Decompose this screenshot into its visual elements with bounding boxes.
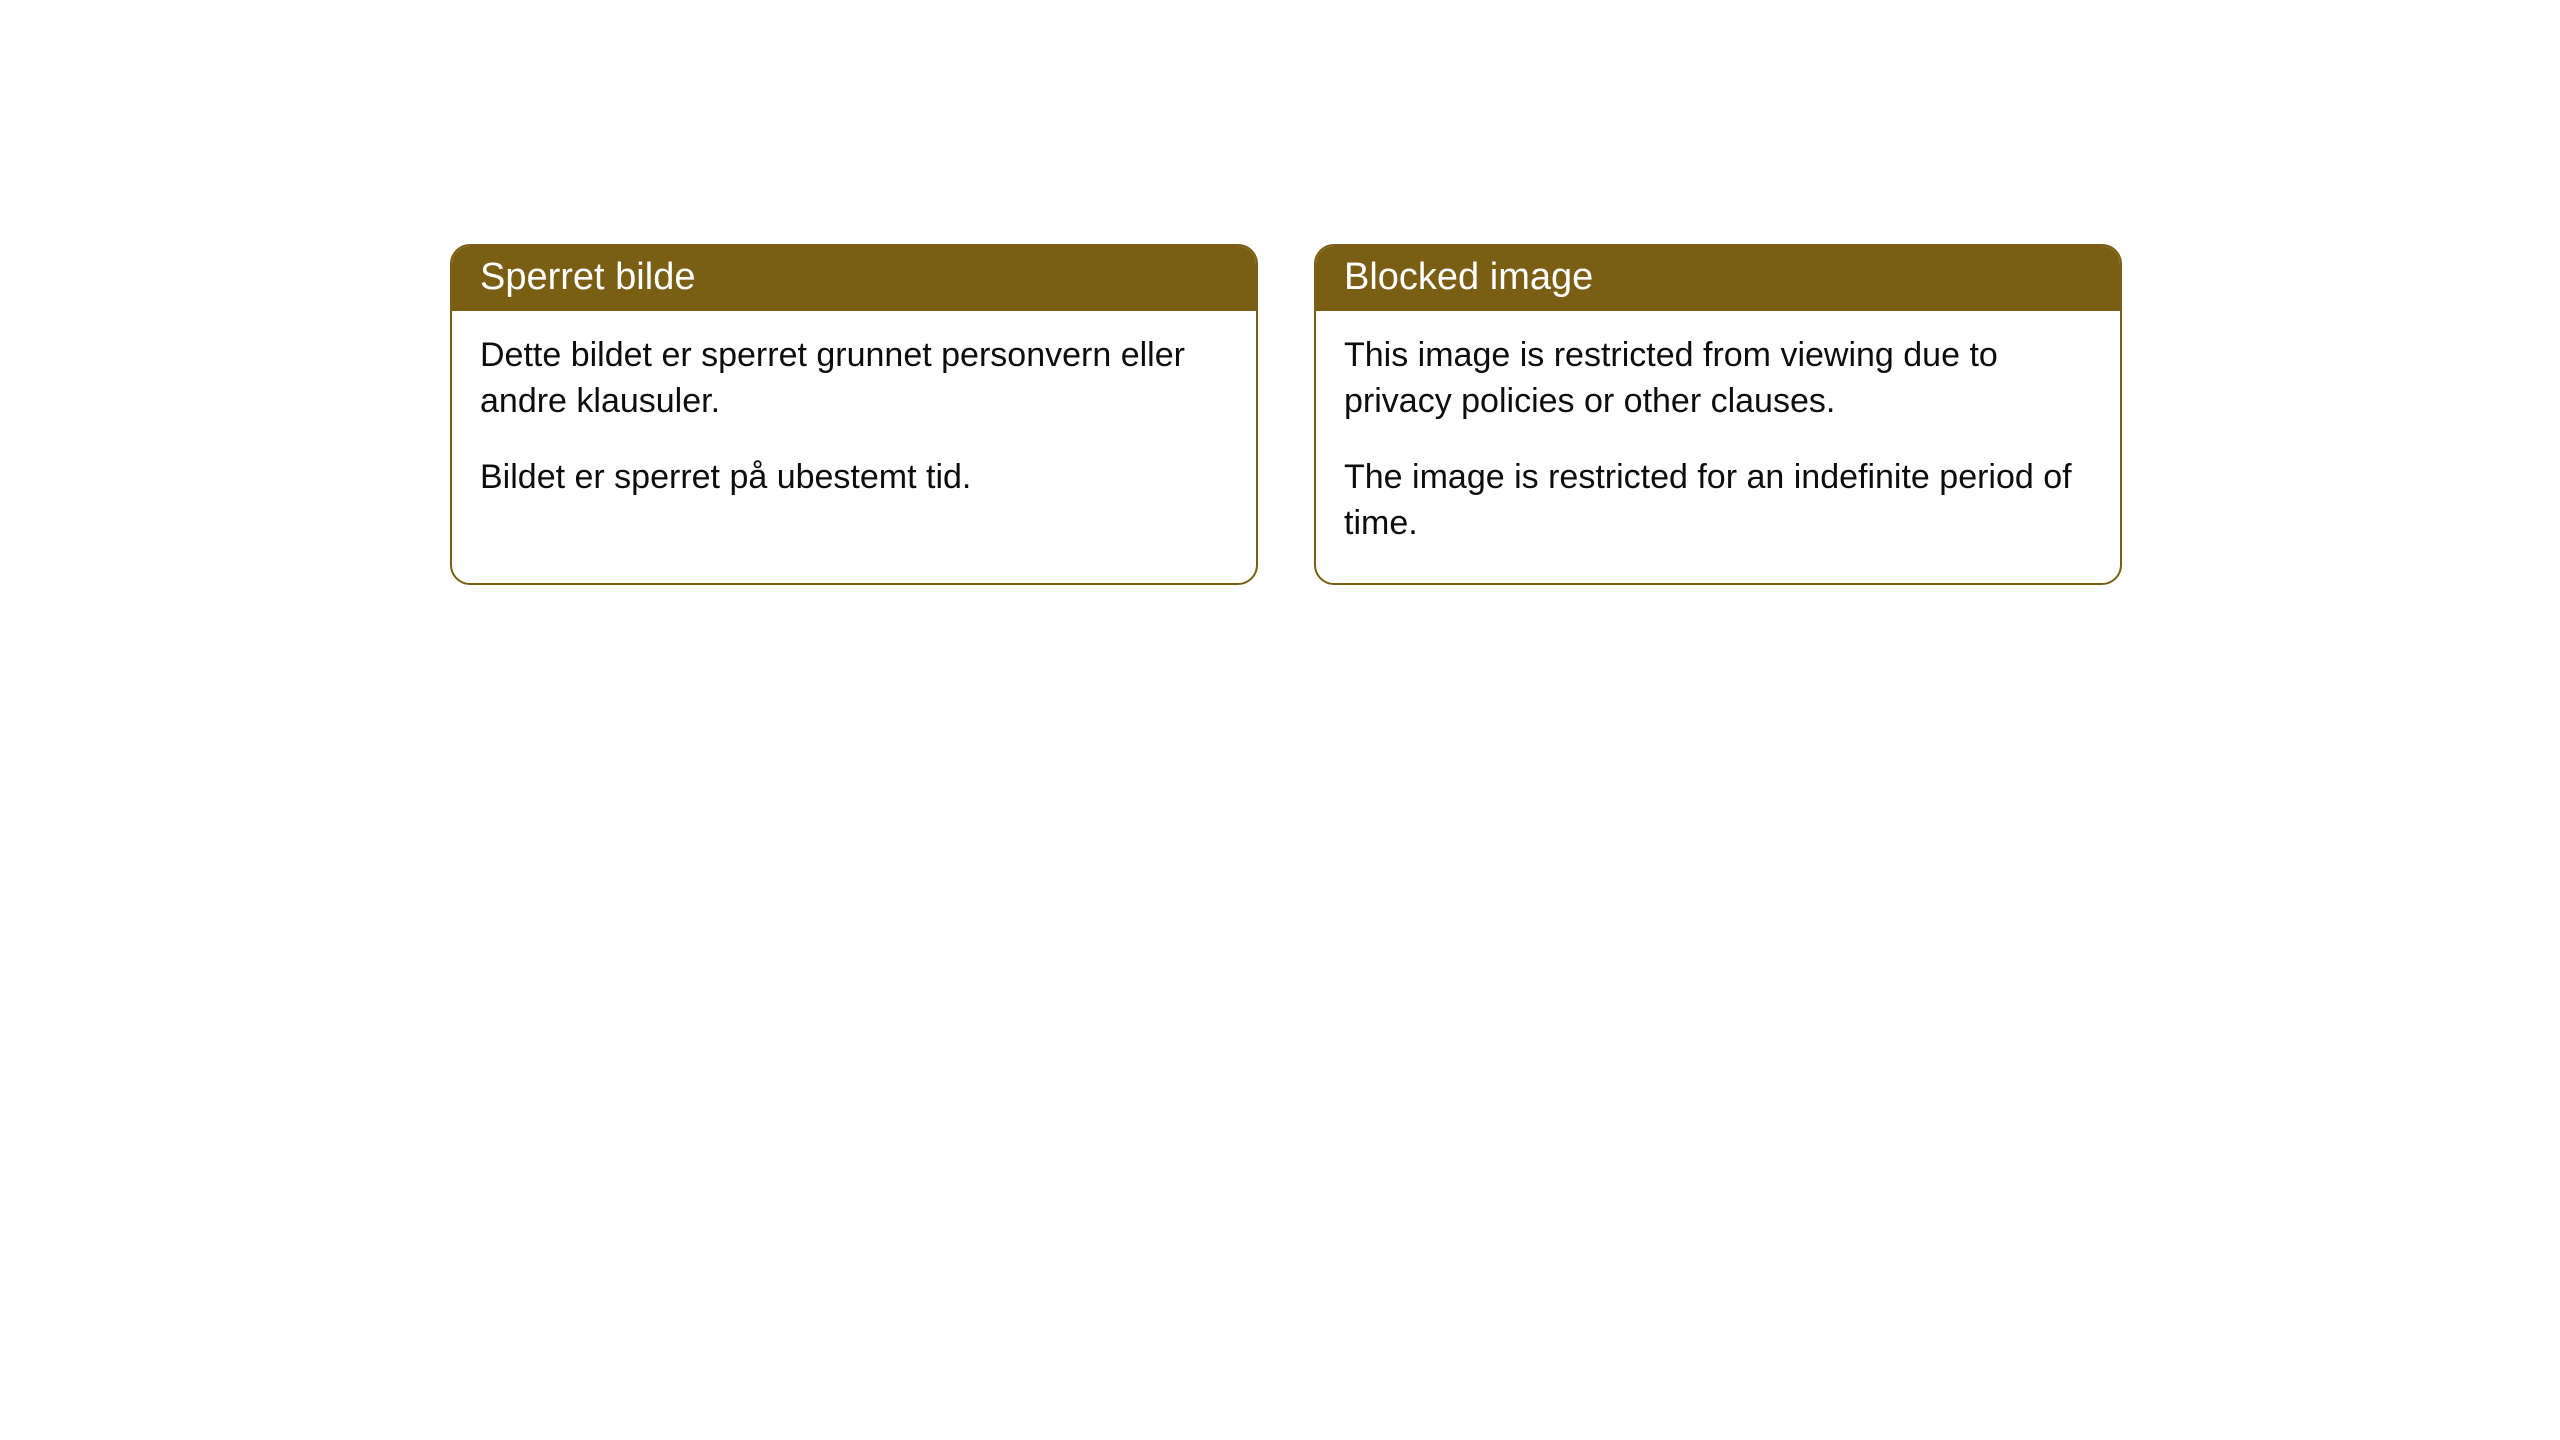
blocked-image-card-english: Blocked image This image is restricted f…: [1314, 244, 2122, 585]
card-body: Dette bildet er sperret grunnet personve…: [452, 311, 1256, 537]
card-title: Blocked image: [1344, 256, 1593, 298]
card-title: Sperret bilde: [480, 256, 695, 298]
notice-cards-container: Sperret bilde Dette bildet er sperret gr…: [450, 244, 2122, 585]
card-paragraph: This image is restricted from viewing du…: [1344, 333, 2092, 425]
card-paragraph: Bildet er sperret på ubestemt tid.: [480, 455, 1228, 501]
card-header: Sperret bilde: [452, 246, 1256, 311]
card-paragraph: Dette bildet er sperret grunnet personve…: [480, 333, 1228, 425]
card-body: This image is restricted from viewing du…: [1316, 311, 2120, 583]
blocked-image-card-norwegian: Sperret bilde Dette bildet er sperret gr…: [450, 244, 1258, 585]
card-paragraph: The image is restricted for an indefinit…: [1344, 455, 2092, 547]
card-header: Blocked image: [1316, 246, 2120, 311]
